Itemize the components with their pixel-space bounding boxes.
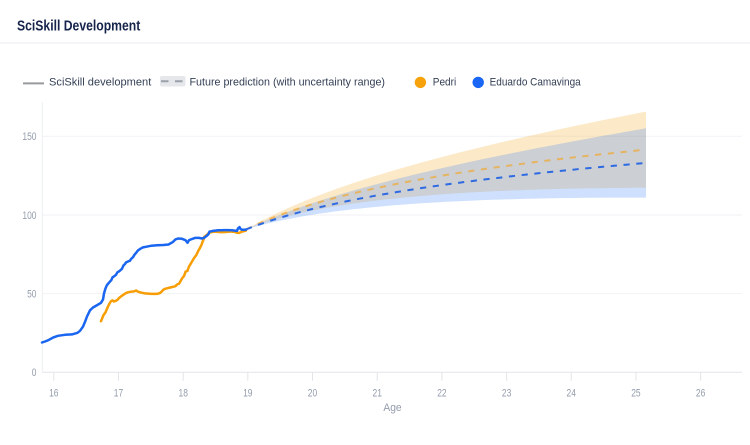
svg-text:23: 23 [502,387,511,399]
svg-text:Pedri: Pedri [433,77,456,89]
svg-text:Future prediction (with uncert: Future prediction (with uncertainty rang… [190,77,386,89]
svg-text:24: 24 [567,387,576,399]
svg-text:18: 18 [179,387,188,399]
svg-text:SciSkill Development: SciSkill Development [17,18,140,34]
svg-text:26: 26 [696,387,705,399]
svg-text:50: 50 [27,288,36,300]
svg-text:Eduardo Camavinga: Eduardo Camavinga [490,77,582,89]
svg-text:Age: Age [383,402,401,414]
svg-text:19: 19 [243,387,252,399]
svg-text:0: 0 [32,367,37,379]
svg-text:150: 150 [22,131,36,143]
svg-text:100: 100 [22,210,36,222]
svg-text:16: 16 [49,387,58,399]
svg-text:25: 25 [631,387,640,399]
svg-text:17: 17 [114,387,123,399]
svg-text:22: 22 [437,387,446,399]
svg-text:20: 20 [308,387,317,399]
svg-text:21: 21 [373,387,382,399]
svg-text:SciSkill development: SciSkill development [49,77,152,89]
